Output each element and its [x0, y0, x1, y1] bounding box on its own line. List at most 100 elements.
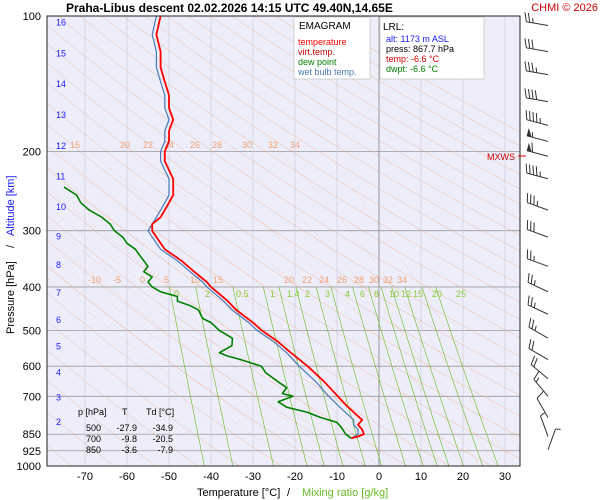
chart-title: Praha-Libus descent 02.02.2026 14:15 UTC… [66, 1, 393, 15]
wind-barb-full [527, 38, 531, 49]
adiabat-label: 26 [337, 275, 347, 285]
adiabat-label: 32 [383, 275, 393, 285]
credit-text: CHMI © 2026 [531, 2, 598, 14]
x-axis-title-temp: Temperature [°C] [197, 487, 280, 499]
temperature-tick-label: 20 [457, 471, 469, 483]
dry-adiabat-line [101, 16, 520, 285]
mixing-ratio-label: 1.4 [287, 289, 300, 299]
wind-barb-full [524, 61, 527, 71]
moist-adiabat-line [173, 151, 481, 466]
y-axis-title-altitude: Altitude [km] [5, 175, 17, 236]
wind-barb-staff [526, 47, 549, 53]
moist-adiabat-line [47, 221, 363, 466]
wind-barb-half [540, 412, 545, 417]
wind-barb-staff [528, 348, 549, 360]
altitude-tick-label: 16 [56, 18, 66, 28]
dry-adiabat-line [47, 168, 492, 466]
dry-adiabat-line [79, 16, 520, 303]
wind-barb-full [531, 89, 534, 100]
moist-adiabat-line [47, 186, 396, 466]
mixing-ratio-line [232, 286, 274, 466]
mixing-ratio-line [278, 286, 325, 466]
adiabat-label: 5 [164, 275, 169, 285]
wind-barb-half [533, 302, 536, 308]
lrl-dwpt: dwpt: -6.6 °C [386, 64, 439, 74]
series-line-dew-point [63, 186, 352, 439]
wind-barb-full [528, 339, 532, 349]
table-row-500-td: -34.9 [152, 423, 173, 433]
series-line-temperature [151, 16, 365, 440]
temperature-tick-label: -20 [287, 471, 303, 483]
x-axis-title-mix: Mixing ratio [g/kg] [302, 487, 388, 499]
wind-barb-full [525, 110, 528, 120]
mixing-ratio-line [169, 286, 205, 466]
wind-barb [526, 193, 549, 211]
moist-adiabat-line [47, 165, 413, 466]
y-axis-title-sep: / [5, 244, 17, 248]
altitude-tick-label: 11 [56, 172, 65, 182]
dry-adiabat-line [47, 265, 324, 466]
wind-barb-full [524, 38, 527, 48]
legend: EMAGRAM temperature virt.temp. dew point… [293, 16, 371, 80]
mixing-ratio-line [195, 286, 234, 466]
table-row-700-td: -20.5 [152, 434, 173, 444]
wind-barb-full [530, 274, 533, 284]
adiabat-label: 20 [120, 140, 130, 150]
wind-barb-staff [527, 304, 549, 315]
wind-barb-full [527, 88, 531, 99]
adiabat-label: 34 [397, 275, 407, 285]
wind-barb-full [533, 357, 538, 368]
adiabat-label: 15 [70, 140, 80, 150]
wind-barb-half [533, 280, 536, 286]
adiabat-label: 32 [268, 140, 278, 150]
mixing-ratio-label: 10 [389, 289, 399, 299]
wind-barb-full [527, 61, 531, 72]
pressure-tick-label: 600 [23, 361, 41, 373]
wind-barb [528, 317, 549, 339]
mixing-ratio-line [380, 286, 438, 466]
mixing-ratio-line [263, 286, 308, 466]
wind-barb-staff [527, 282, 549, 293]
wind-barb-staff [536, 398, 549, 418]
wind-barb-staff [527, 229, 549, 238]
wind-barb-full [527, 12, 531, 23]
wind-barb-half [534, 325, 537, 331]
adiabat-label: 20 [284, 275, 294, 285]
temperature-tick-label: -60 [119, 471, 135, 483]
adiabat-label: 30 [369, 275, 379, 285]
adiabat-label: 24 [319, 275, 329, 285]
dry-adiabat-line [47, 380, 156, 466]
temperature-tick-label: 10 [415, 471, 427, 483]
wind-barb [527, 295, 549, 315]
dry-adiabat-line [47, 411, 114, 466]
altitude-tick-label: 12 [56, 141, 66, 151]
adiabat-label: -10 [88, 275, 101, 285]
table-row-850-p: 850 [86, 445, 101, 455]
temperature-tick-label: -40 [203, 471, 219, 483]
wind-barb-full [530, 355, 536, 365]
wind-barb-staff [526, 97, 549, 103]
wind-barb-full [528, 317, 532, 328]
adiabat-label: 28 [354, 275, 364, 285]
table-row-850-t: -3.6 [121, 445, 137, 455]
pressure-tick-label: 850 [23, 429, 41, 441]
wind-barb [528, 339, 549, 360]
adiabat-label: 28 [212, 140, 222, 150]
temperature-tick-label: -10 [329, 471, 345, 483]
wind-barb-staff [526, 119, 549, 126]
adiabat-label: 22 [302, 275, 312, 285]
dry-adiabat-line [47, 215, 408, 466]
legend-item-virt-temp: virt.temp. [298, 47, 335, 57]
lrl-alt: alt: 1173 m ASL [386, 34, 449, 44]
dry-adiabat-line [47, 320, 240, 466]
dry-adiabat-line [47, 43, 520, 357]
mixing-ratio-label: 20 [432, 289, 442, 299]
altitude-tick-label: 3 [56, 393, 61, 403]
wind-barb [526, 128, 549, 142]
table-header-p: p [hPa] [78, 407, 107, 417]
legend-box [293, 16, 371, 80]
legend-item-wet-bulb: wet bulb temp. [297, 67, 357, 77]
wind-barb-full [527, 272, 530, 283]
